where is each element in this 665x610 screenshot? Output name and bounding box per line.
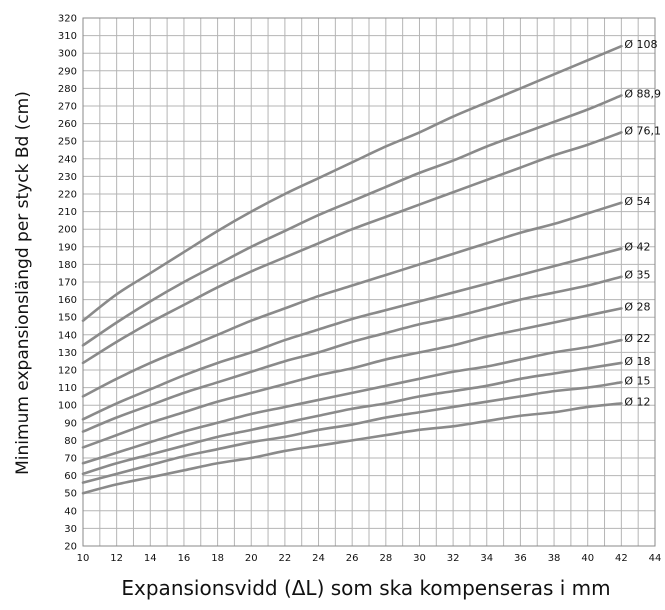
y-tick-label: 60: [64, 471, 77, 482]
y-tick-label: 70: [64, 454, 77, 465]
series-line: [81, 338, 623, 465]
x-tick-label: 28: [379, 553, 392, 564]
series-line: [81, 201, 623, 398]
y-tick-label: 140: [58, 330, 77, 341]
y-tick-label: 190: [58, 242, 77, 253]
series-label: Ø 28: [624, 300, 650, 313]
y-tick-label: 130: [58, 348, 77, 359]
y-tick-label: 310: [58, 31, 77, 42]
series-label: Ø 88,9: [624, 87, 661, 100]
x-tick-label: 12: [110, 553, 123, 564]
y-tick-label: 260: [58, 119, 77, 130]
series-line: [81, 381, 623, 484]
series-line: [81, 307, 623, 449]
x-tick-label: 30: [413, 553, 426, 564]
y-tick-label: 240: [58, 154, 77, 165]
y-tick-label: 120: [58, 366, 77, 377]
series-label: Ø 42: [624, 241, 650, 254]
x-tick-label: 32: [447, 553, 460, 564]
y-tick-label: 220: [58, 190, 77, 201]
x-tick-label: 24: [312, 553, 325, 564]
x-tick-label: 18: [211, 553, 224, 564]
y-tick-label: 280: [58, 84, 77, 95]
y-tick-label: 270: [58, 102, 77, 113]
x-tick-label: 42: [615, 553, 628, 564]
x-tick-label: 16: [178, 553, 191, 564]
x-tick-label: 26: [346, 553, 359, 564]
series-line: [81, 131, 623, 365]
x-tick-label: 14: [144, 553, 157, 564]
y-tick-label: 300: [58, 49, 77, 60]
x-tick-label: 36: [514, 553, 527, 564]
series-label: Ø 15: [624, 374, 650, 387]
y-tick-label: 100: [58, 401, 77, 412]
y-tick-label: 50: [64, 489, 77, 500]
y-tick-label: 90: [64, 418, 77, 429]
x-axis-ticks: 10 12 14 16 18 20 22 24 26 28 30 32 34 36 38 40 42 44: [77, 553, 662, 564]
series-labels: Ø 108 Ø 88,9 Ø 76,1 Ø 54 Ø 42 Ø 35 Ø 28 Ø 22 Ø 1…: [624, 38, 661, 408]
series-label: Ø 108: [624, 38, 657, 51]
series-label: Ø 76,1: [624, 124, 661, 137]
y-axis-title: Minimum expansionslängd per styck Bd (cm…: [13, 91, 33, 475]
y-tick-label: 110: [58, 383, 77, 394]
x-tick-label: 22: [279, 553, 292, 564]
series-line: [81, 402, 623, 495]
y-tick-label: 170: [58, 278, 77, 289]
y-tick-label: 150: [58, 313, 77, 324]
y-tick-label: 20: [64, 542, 77, 553]
y-tick-label: 200: [58, 225, 77, 236]
series-label: Ø 12: [624, 395, 650, 408]
y-tick-label: 230: [58, 172, 77, 183]
x-tick-label: 20: [245, 553, 258, 564]
series-lines: [81, 44, 623, 495]
y-tick-label: 180: [58, 260, 77, 271]
y-axis-ticks: 20 30 40 50 60 70 80 90 100 110 120 130 140 150 160 170…: [58, 14, 77, 553]
series-label: Ø 35: [624, 269, 650, 282]
y-tick-label: 80: [64, 436, 77, 447]
grid: [82, 17, 656, 547]
y-tick-label: 40: [64, 506, 77, 517]
x-tick-label: 10: [77, 553, 90, 564]
x-tick-label: 40: [581, 553, 594, 564]
plot-frame: [82, 17, 656, 547]
series-line: [81, 44, 623, 323]
series-line: [81, 275, 623, 433]
series-line: [81, 94, 623, 347]
series-line: [81, 247, 623, 421]
x-tick-label: 38: [548, 553, 561, 564]
y-tick-label: 290: [58, 66, 77, 77]
series-label: Ø 22: [624, 332, 650, 345]
y-tick-label: 250: [58, 137, 77, 148]
x-tick-label: 44: [649, 553, 662, 564]
y-tick-label: 320: [58, 14, 77, 25]
series-label: Ø 54: [624, 195, 650, 208]
x-tick-label: 34: [480, 553, 493, 564]
y-tick-label: 160: [58, 295, 77, 306]
series-label: Ø 18: [624, 355, 650, 368]
y-tick-label: 30: [64, 524, 77, 535]
y-tick-label: 210: [58, 207, 77, 218]
x-axis-title: Expansionsvidd (ΔL) som ska kompenseras …: [121, 576, 610, 600]
series-line: [81, 361, 623, 476]
